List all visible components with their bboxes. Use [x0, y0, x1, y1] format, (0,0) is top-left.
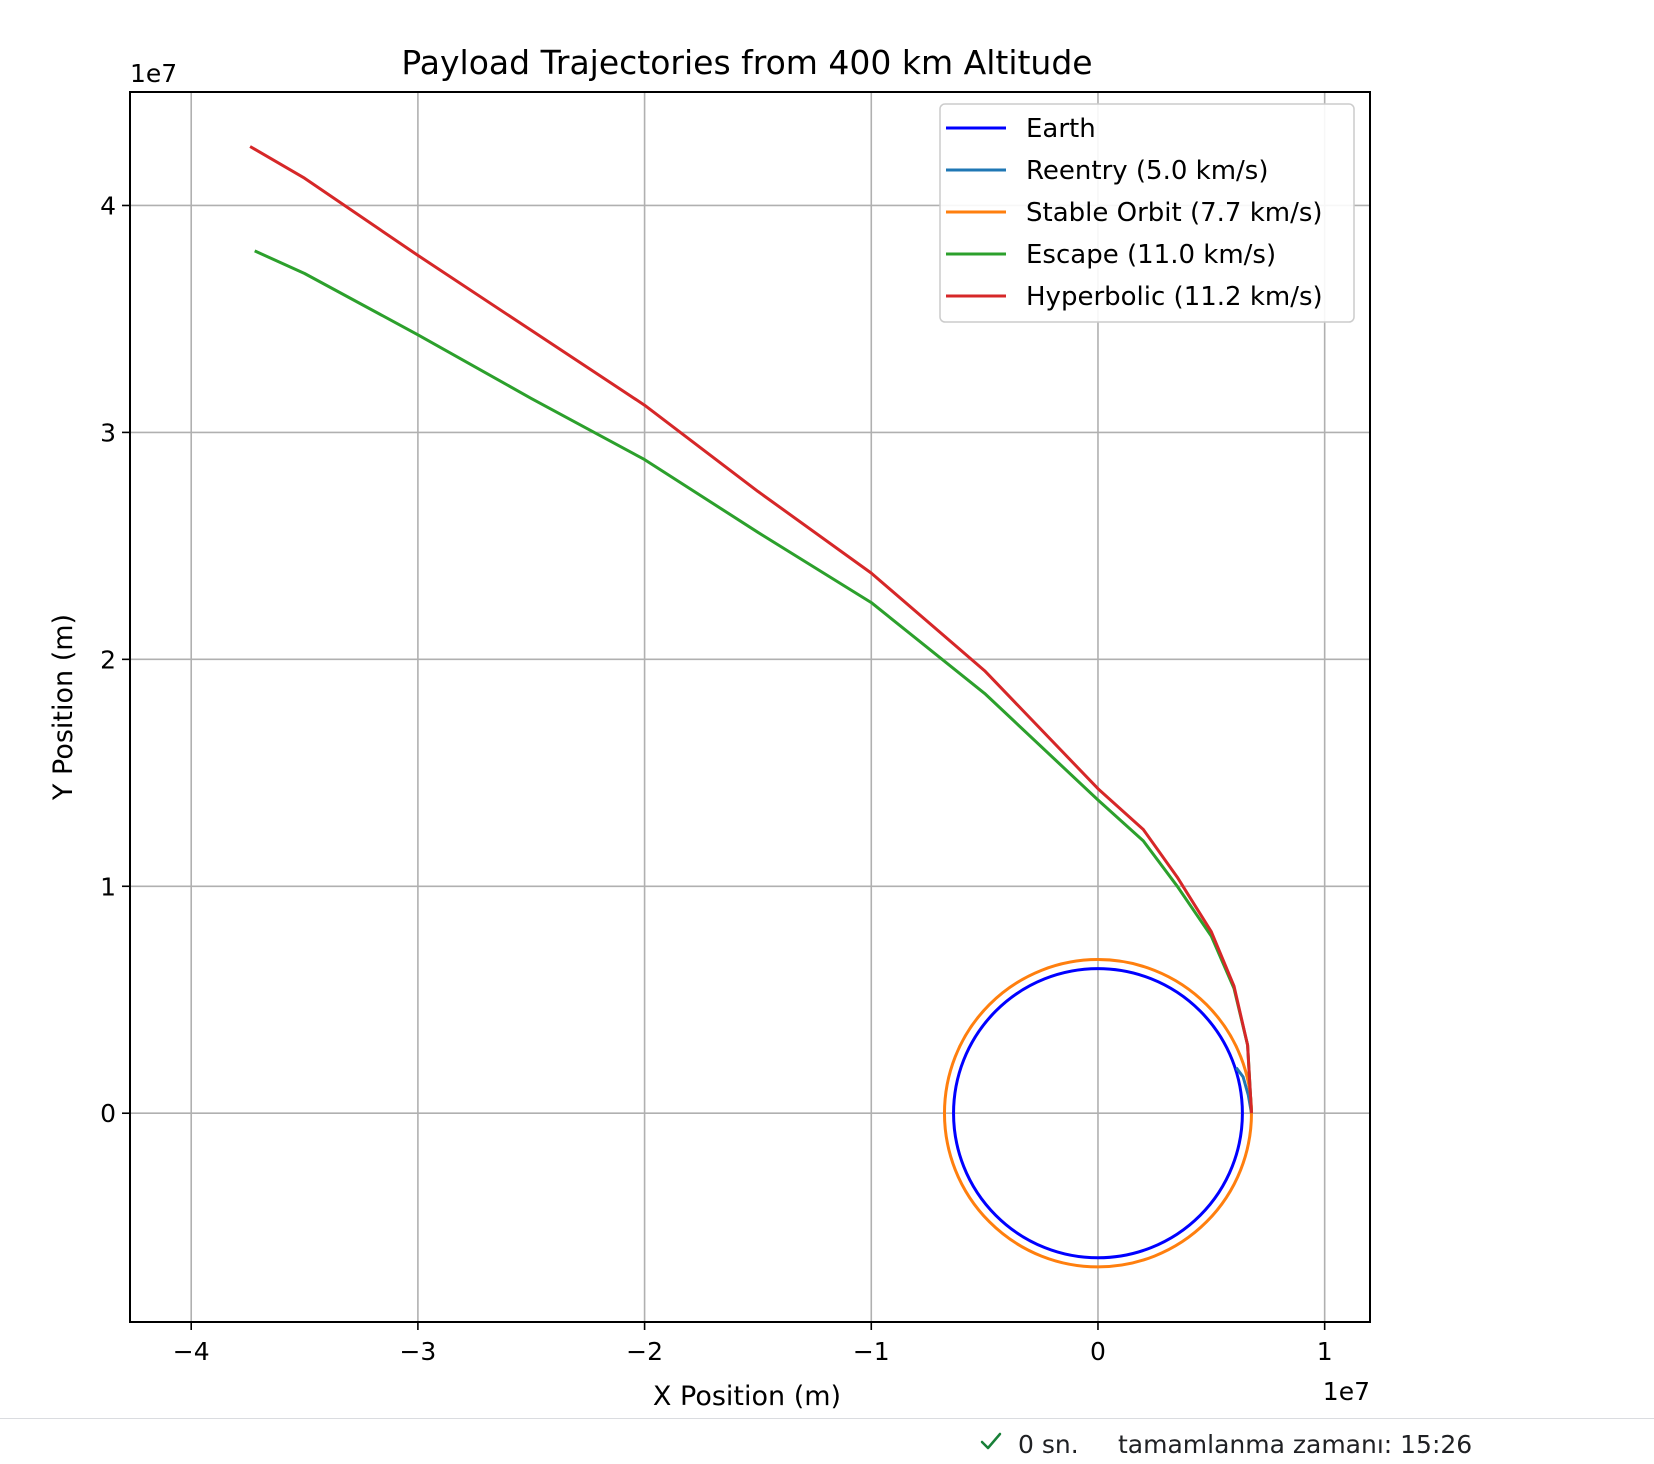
legend: Earth Reentry (5.0 km/s) Stable Orbit (7.7… [939, 103, 1355, 323]
plot-area [249, 145, 1253, 1269]
series-stable-orbit-line [942, 958, 1253, 1269]
x-offset-label: 1e7 [1323, 1377, 1370, 1406]
legend-entry: Earth [1026, 114, 1096, 144]
plot-frame [129, 91, 1371, 1323]
y-axis-label: Y Position (m) [48, 614, 79, 801]
axis-ticks: −4 −3 −2 −1 0 1 0 1 2 3 4 [100, 191, 1333, 1366]
x-tick-label: 0 [1090, 1337, 1106, 1366]
series-hyperbolic-line [249, 145, 1253, 1114]
completion-time: tamamlanma zamanı: 15:26 [1118, 1430, 1473, 1459]
trajectory-chart: −4 −3 −2 −1 0 1 0 1 2 3 4 Payload Trajectories fro… [0, 0, 1654, 1418]
x-tick-label: −3 [399, 1337, 436, 1366]
legend-entry: Hyperbolic (11.2 km/s) [1026, 282, 1323, 312]
series-earth-line [952, 967, 1244, 1260]
y-tick-label: 1 [100, 872, 116, 901]
legend-entry: Reentry (5.0 km/s) [1026, 156, 1269, 186]
x-tick-label: −4 [173, 1337, 210, 1366]
x-tick-label: −1 [853, 1337, 890, 1366]
y-tick-label: 4 [100, 191, 116, 220]
chart-title: Payload Trajectories from 400 km Altitud… [401, 43, 1092, 82]
check-icon [980, 1432, 1002, 1450]
y-tick-label: 2 [100, 645, 116, 674]
status-separator [0, 1418, 1654, 1419]
x-tick-label: 1 [1317, 1337, 1333, 1366]
legend-entry: Stable Orbit (7.7 km/s) [1026, 198, 1323, 228]
legend-entry: Escape (11.0 km/s) [1026, 240, 1276, 270]
x-tick-label: −2 [626, 1337, 663, 1366]
y-offset-label: 1e7 [130, 59, 177, 88]
x-axis-label: X Position (m) [653, 1381, 841, 1412]
y-tick-label: 3 [100, 418, 116, 447]
legend-box [939, 103, 1355, 323]
figure-background [0, 0, 1654, 1418]
y-tick-label: 0 [100, 1099, 116, 1128]
cell-status-bar [0, 1419, 1654, 1464]
execution-duration: 0 sn. [1018, 1430, 1079, 1459]
